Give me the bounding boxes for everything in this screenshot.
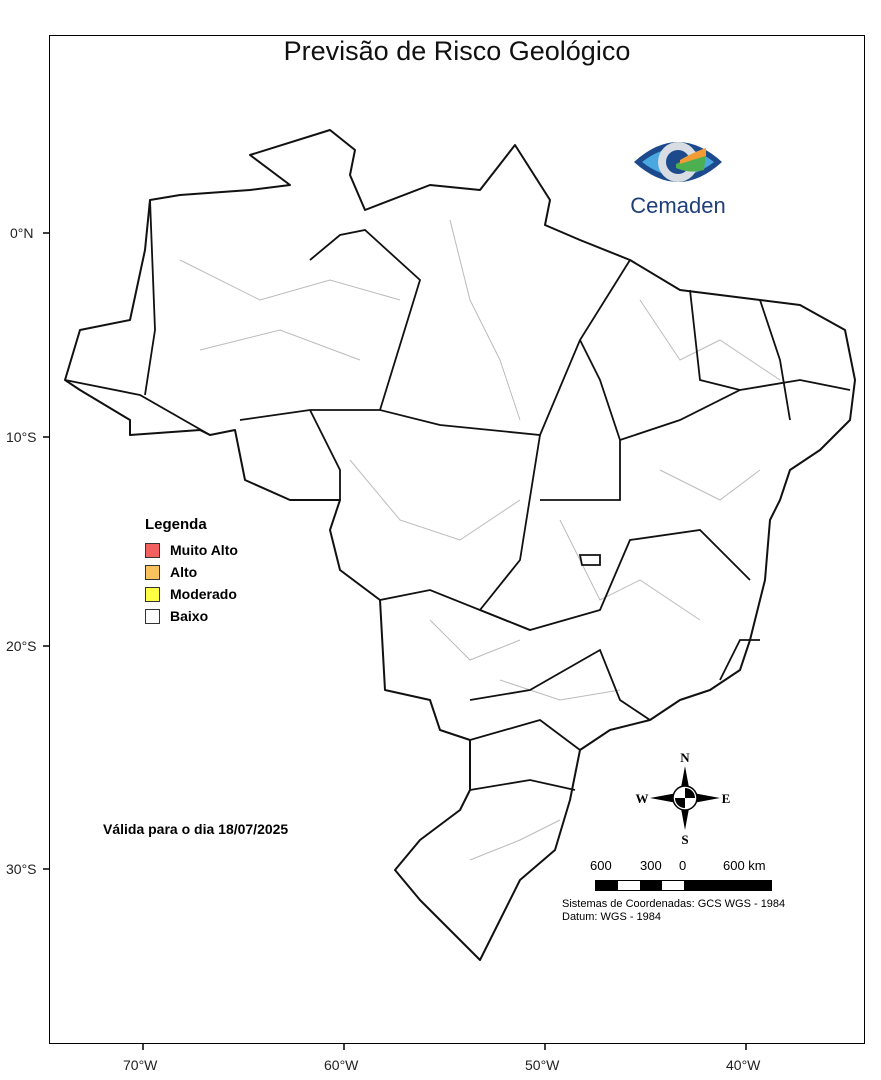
legend-title: Legenda [145, 516, 207, 533]
state-borders [64, 199, 851, 791]
municipality-borders [179, 219, 781, 861]
cemaden-logo: Cemaden [618, 132, 738, 219]
scale-label: 600 [590, 858, 612, 873]
map-frame [49, 35, 865, 1044]
lon-tick: 50°W [525, 1057, 560, 1073]
legend-item: Muito Alto [145, 539, 238, 561]
lon-tick: 70°W [123, 1057, 158, 1073]
legend-label: Moderado [170, 586, 237, 602]
datum-text: Datum: WGS - 1984 [562, 911, 662, 923]
legend-label: Baixo [170, 608, 209, 624]
compass-n: N [680, 750, 690, 765]
lat-tick: 30°S [6, 861, 37, 877]
compass-s: S [681, 832, 688, 847]
map-title: Previsão de Risco Geológico [283, 36, 631, 66]
scale-label: 600 km [723, 858, 766, 873]
coord-system-text: Sistemas de Coordenadas: GCS WGS - 1984 [562, 898, 786, 910]
compass-e: E [722, 791, 731, 806]
eye-logo-icon [634, 142, 722, 182]
legend: Legenda Muito Alto Alto Moderado Baixo [145, 516, 238, 627]
validity-date: Válida para o dia 18/07/2025 [103, 821, 289, 837]
coordinate-system-note: Sistemas de Coordenadas: GCS WGS - 1984 … [562, 898, 785, 924]
legend-item: Alto [145, 561, 238, 583]
brazil-outline [64, 129, 856, 961]
lon-tick: 40°W [726, 1057, 761, 1073]
legend-label: Alto [170, 564, 198, 580]
scale-label: 300 [640, 858, 662, 873]
legend-label: Muito Alto [170, 542, 238, 558]
compass-w: W [636, 791, 649, 806]
lat-tick: 10°S [6, 429, 37, 445]
compass-rose-icon: N S W E [636, 750, 731, 847]
legend-item: Moderado [145, 583, 238, 605]
lat-tick: 0°N [10, 225, 34, 241]
legend-item: Baixo [145, 605, 238, 627]
logo-text: Cemaden [630, 193, 726, 218]
lat-tick: 20°S [6, 638, 37, 654]
lon-tick: 60°W [324, 1057, 359, 1073]
scale-label: 0 [679, 858, 687, 873]
